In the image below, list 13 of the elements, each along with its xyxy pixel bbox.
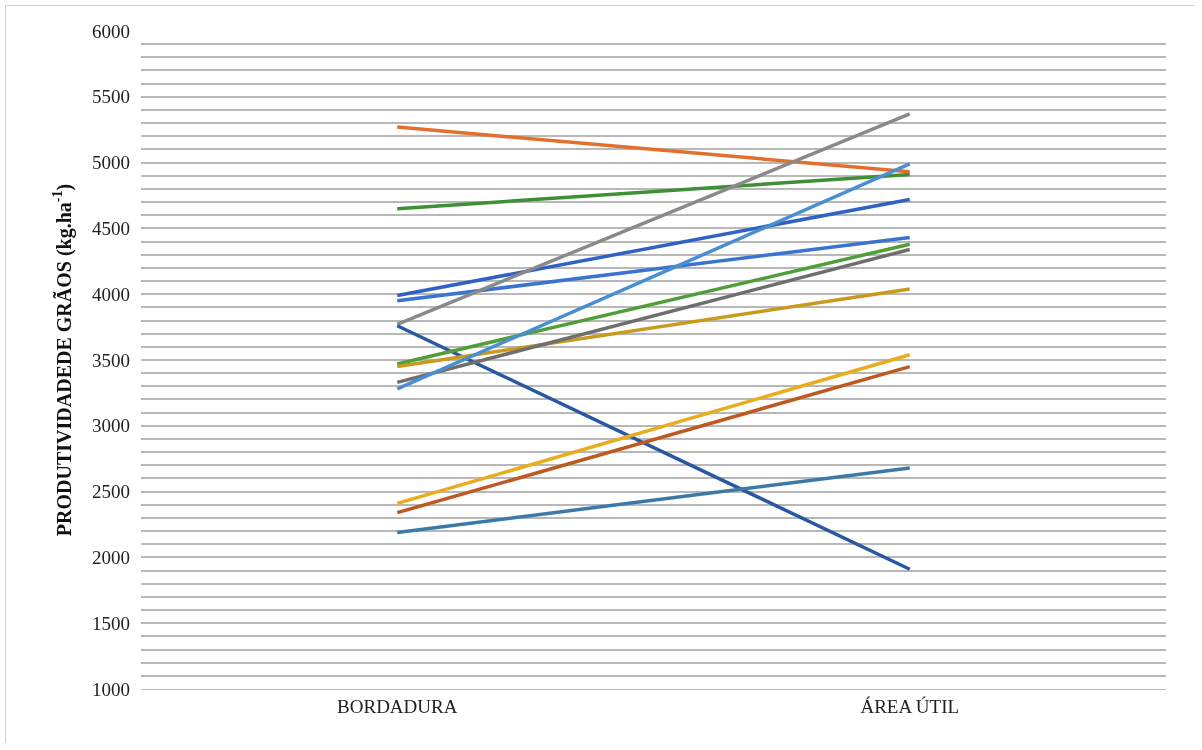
y-tick-label: 5500 xyxy=(92,86,130,108)
y-tick-label: 3000 xyxy=(92,415,130,437)
y-tick-label: 2000 xyxy=(92,547,130,569)
y-tick-label: 5000 xyxy=(92,152,130,174)
y-tick-label: 1500 xyxy=(92,612,130,634)
y-tick-label: 6000 xyxy=(92,20,130,42)
y-tick-label: 2500 xyxy=(92,481,130,503)
x-tick-label: ÁREA ÚTIL xyxy=(860,695,960,717)
y-tick-label: 1000 xyxy=(92,678,130,700)
y-tick-label: 4500 xyxy=(92,218,130,240)
x-tick-label: BORDADURA xyxy=(337,695,458,717)
y-tick-label: 4000 xyxy=(92,283,130,305)
y-tick-label: 3500 xyxy=(92,349,130,371)
